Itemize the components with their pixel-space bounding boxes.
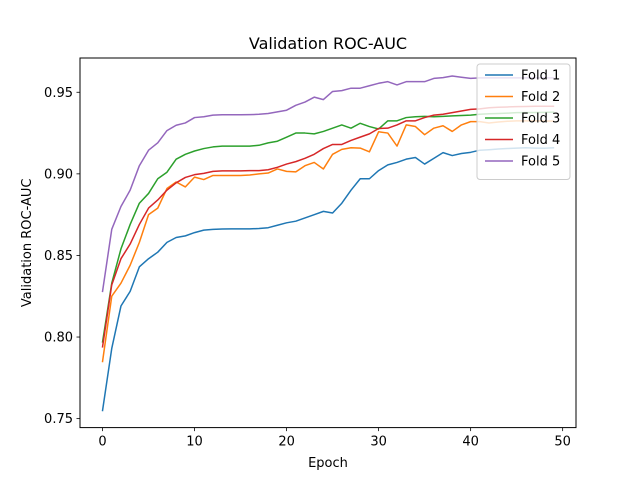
legend-label-fold-1: Fold 1: [521, 69, 560, 84]
y-tick-label: 0.85: [44, 249, 73, 264]
y-axis-label: Validation ROC-AUC: [20, 179, 35, 308]
legend-label-fold-2: Fold 2: [521, 90, 560, 105]
x-tick-label: 50: [554, 435, 571, 450]
legend-label-fold-4: Fold 4: [521, 133, 560, 148]
x-tick-label: 40: [462, 435, 479, 450]
y-tick-label: 0.80: [44, 331, 73, 346]
legend-box: [476, 63, 571, 180]
x-tick-label: 20: [278, 435, 295, 450]
legend-label-fold-5: Fold 5: [521, 155, 560, 170]
legend-label-fold-3: Fold 3: [521, 112, 560, 127]
legend: Fold 1 Fold 2 Fold 3 Fold 4 Fold 5: [476, 63, 571, 180]
chart-title: Validation ROC-AUC: [249, 34, 407, 53]
x-tick-label: 10: [186, 435, 203, 450]
x-axis: 0 10 20 30 40 50: [98, 427, 571, 450]
y-tick-label: 0.95: [44, 86, 73, 101]
y-tick-label: 0.75: [44, 412, 73, 427]
plot-frame: [79, 57, 577, 429]
x-axis-label: Epoch: [308, 456, 348, 471]
x-tick-label: 30: [370, 435, 387, 450]
x-tick-label: 0: [98, 435, 106, 450]
y-tick-label: 0.90: [44, 167, 73, 182]
y-axis: 0.75 0.80 0.85 0.90 0.95: [44, 86, 80, 427]
